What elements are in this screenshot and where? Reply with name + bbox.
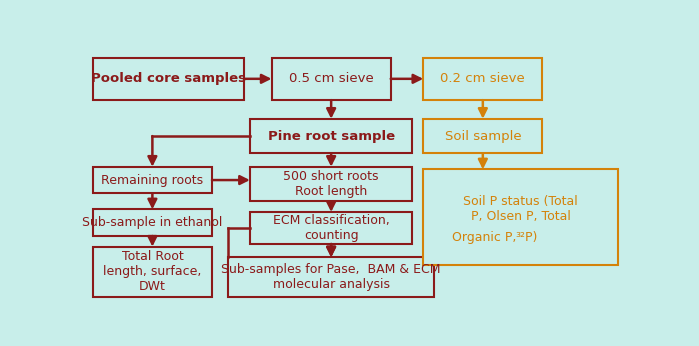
Text: Sub-sample in ethanol: Sub-sample in ethanol — [82, 216, 222, 229]
Text: Pine root sample: Pine root sample — [268, 130, 395, 143]
Text: Soil P status (Total
P, Olsen P, Total: Soil P status (Total P, Olsen P, Total — [463, 195, 578, 224]
FancyBboxPatch shape — [228, 257, 434, 297]
FancyBboxPatch shape — [424, 170, 618, 265]
FancyBboxPatch shape — [271, 57, 391, 100]
FancyBboxPatch shape — [424, 57, 542, 100]
Text: ECM classification,
counting: ECM classification, counting — [273, 214, 389, 242]
FancyBboxPatch shape — [93, 57, 245, 100]
Text: Pooled core samples: Pooled core samples — [91, 72, 246, 85]
Text: ³²P): ³²P) — [515, 231, 538, 244]
FancyBboxPatch shape — [250, 119, 412, 153]
FancyBboxPatch shape — [93, 167, 212, 193]
FancyBboxPatch shape — [93, 247, 212, 297]
FancyBboxPatch shape — [424, 119, 542, 153]
Text: Sub-samples for Pase,  BAM & ECM
molecular analysis: Sub-samples for Pase, BAM & ECM molecula… — [222, 263, 441, 291]
Text: 0.2 cm sieve: 0.2 cm sieve — [440, 72, 525, 85]
Text: Remaining roots: Remaining roots — [101, 174, 203, 186]
FancyBboxPatch shape — [250, 167, 412, 201]
Text: 0.5 cm sieve: 0.5 cm sieve — [289, 72, 373, 85]
Text: Total Root
length, surface,
DWt: Total Root length, surface, DWt — [103, 251, 201, 293]
Text: Organic P,: Organic P, — [452, 231, 521, 244]
Text: 500 short roots
Root length: 500 short roots Root length — [283, 170, 379, 198]
FancyBboxPatch shape — [250, 212, 412, 244]
Text: Soil sample: Soil sample — [445, 130, 521, 143]
FancyBboxPatch shape — [93, 209, 212, 236]
